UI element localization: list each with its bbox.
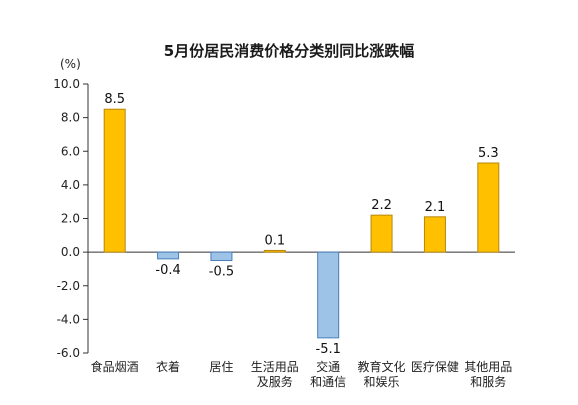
data-label: 5.3	[478, 146, 499, 161]
category-label: 其他用品	[464, 360, 512, 374]
category-label: 衣着	[156, 359, 180, 374]
data-label: -5.1	[316, 342, 341, 357]
y-tick-label: 0.0	[61, 245, 80, 259]
bar	[317, 251, 340, 339]
category-label: 教育文化	[358, 359, 406, 374]
bar	[210, 251, 233, 262]
bar	[263, 249, 286, 253]
category-label: 及服务	[257, 374, 293, 389]
bar	[157, 251, 180, 260]
category-label: 生活用品	[251, 360, 299, 374]
category-label: 居住	[209, 360, 233, 374]
data-label: 0.1	[264, 233, 285, 248]
data-label: 2.2	[371, 198, 392, 213]
category-label: 和娱乐	[364, 375, 400, 389]
bar	[423, 216, 446, 253]
data-label: -0.5	[209, 265, 234, 280]
y-tick-label: -4.0	[57, 312, 80, 326]
y-tick-label: 6.0	[61, 144, 80, 158]
data-label: 8.5	[104, 92, 125, 107]
y-axis-unit: (%)	[60, 57, 81, 71]
y-tick-label: 8.0	[61, 111, 80, 125]
y-tick-label: 2.0	[61, 212, 80, 226]
data-label: 2.1	[425, 200, 446, 215]
category-label: 医疗保健	[411, 360, 459, 374]
bar	[477, 162, 500, 253]
y-tick-label: 10.0	[53, 77, 80, 91]
y-tick-label: -2.0	[57, 279, 80, 293]
bar	[103, 108, 126, 253]
bar	[370, 214, 393, 253]
chart-title: 5月份居民消费价格分类别同比涨跌幅	[163, 42, 415, 60]
category-label: 交通	[316, 359, 340, 374]
y-tick-label: 4.0	[61, 178, 80, 192]
category-label: 食品烟酒	[91, 359, 139, 374]
data-label: -0.4	[155, 263, 180, 278]
y-tick-label: -6.0	[57, 346, 80, 360]
category-label: 和通信	[310, 375, 346, 389]
category-label: 和服务	[470, 374, 506, 389]
